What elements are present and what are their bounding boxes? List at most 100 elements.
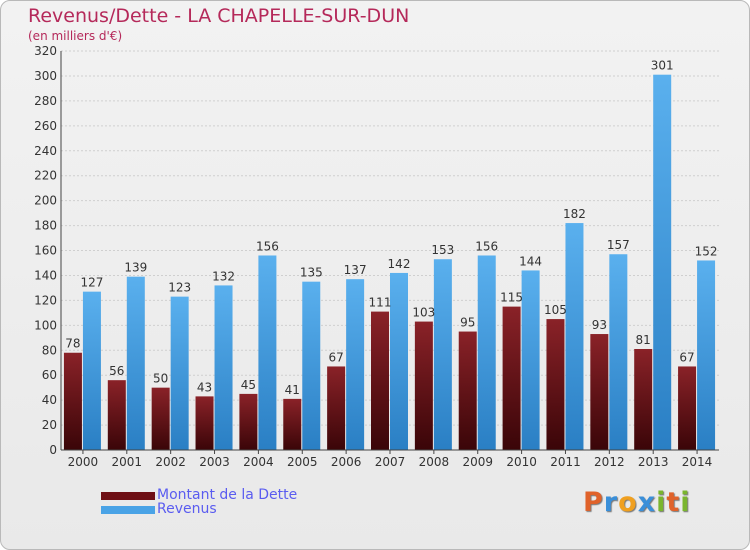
data-label-dette: 95 <box>460 316 475 330</box>
x-tick-label: 2007 <box>375 455 406 469</box>
y-tick-label: 240 <box>34 144 57 158</box>
legend-label-revenus: Revenus <box>157 501 217 517</box>
y-tick-label: 60 <box>42 368 57 382</box>
y-tick-label: 140 <box>34 268 57 282</box>
bar-revenus <box>433 259 452 450</box>
proxiti-logo: Proxiti <box>583 487 691 518</box>
data-label-revenus: 301 <box>651 59 674 73</box>
x-tick-label: 2004 <box>243 455 274 469</box>
bar-dette <box>107 380 126 450</box>
y-tick-label: 160 <box>34 244 57 258</box>
bar-revenus <box>126 276 145 450</box>
x-tick-label: 2013 <box>638 455 669 469</box>
y-tick-label: 120 <box>34 293 57 307</box>
y-tick-label: 220 <box>34 169 57 183</box>
data-label-revenus: 135 <box>300 266 323 280</box>
bar-revenus <box>82 291 101 450</box>
logo-letter: x <box>637 487 657 518</box>
bar-dette <box>151 387 170 450</box>
bar-revenus <box>302 281 321 450</box>
data-label-revenus: 182 <box>563 207 586 221</box>
data-label-revenus: 157 <box>607 238 630 252</box>
bar-dette <box>239 393 258 450</box>
data-label-dette: 50 <box>153 372 168 386</box>
bar-dette <box>371 311 389 450</box>
data-label-dette: 41 <box>285 383 300 397</box>
y-tick-label: 40 <box>42 393 57 407</box>
x-tick-label: 2010 <box>506 455 537 469</box>
data-label-dette: 81 <box>636 333 651 347</box>
y-tick-label: 20 <box>42 418 57 432</box>
bar-revenus <box>609 254 628 450</box>
bar-revenus <box>258 255 277 450</box>
y-tick-label: 280 <box>34 94 57 108</box>
data-label-revenus: 139 <box>124 261 147 275</box>
data-label-dette: 111 <box>369 296 392 310</box>
y-tick-label: 300 <box>34 69 57 83</box>
bar-dette <box>327 366 346 450</box>
x-tick-label: 2014 <box>682 455 713 469</box>
x-tick-label: 2002 <box>155 455 186 469</box>
bar-dette <box>458 331 477 450</box>
data-label-revenus: 144 <box>519 254 542 268</box>
chart-title: Revenus/Dette - LA CHAPELLE-SUR-DUN <box>28 5 410 27</box>
y-tick-label: 0 <box>49 443 57 457</box>
data-label-dette: 105 <box>544 303 567 317</box>
bar-dette <box>546 319 565 450</box>
legend-swatch-dette <box>101 492 155 500</box>
data-label-revenus: 137 <box>344 263 367 277</box>
data-label-dette: 78 <box>65 337 80 351</box>
x-tick-label: 2009 <box>462 455 493 469</box>
bar-dette <box>678 366 697 450</box>
y-tick-label: 260 <box>34 119 57 133</box>
data-label-dette: 67 <box>328 350 343 364</box>
logo-letter: r <box>603 487 619 518</box>
y-tick-label: 180 <box>34 219 57 233</box>
data-label-dette: 45 <box>241 378 256 392</box>
data-label-dette: 43 <box>197 380 212 394</box>
data-label-dette: 103 <box>412 306 435 320</box>
data-label-dette: 115 <box>500 291 523 305</box>
data-label-revenus: 142 <box>388 257 411 271</box>
data-label-dette: 56 <box>109 364 124 378</box>
x-tick-label: 2006 <box>331 455 362 469</box>
x-tick-label: 2008 <box>419 455 450 469</box>
logo-letter: o <box>618 487 638 518</box>
data-label-revenus: 127 <box>80 276 103 290</box>
bar-revenus <box>565 223 584 450</box>
data-label-dette: 67 <box>679 350 694 364</box>
bar-dette <box>502 306 521 450</box>
y-tick-label: 320 <box>34 44 57 58</box>
data-label-revenus: 123 <box>168 281 191 295</box>
logo-letter: i <box>680 487 691 518</box>
bar-revenus <box>653 74 672 451</box>
bar-dette <box>283 398 302 450</box>
data-label-revenus: 153 <box>431 243 454 257</box>
bar-revenus <box>346 279 365 450</box>
legend-swatch-revenus <box>101 506 155 514</box>
data-label-revenus: 156 <box>256 239 279 253</box>
x-tick-label: 2005 <box>287 455 318 469</box>
bar-revenus <box>390 272 408 450</box>
data-label-revenus: 132 <box>212 269 235 283</box>
chart-subtitle: (en milliers d'€) <box>28 29 123 43</box>
y-tick-label: 100 <box>34 318 57 332</box>
bar-revenus <box>170 296 189 450</box>
bar-dette <box>634 349 653 450</box>
x-tick-label: 2011 <box>550 455 581 469</box>
bar-dette <box>63 352 82 450</box>
data-label-dette: 93 <box>592 318 607 332</box>
logo-letter: t <box>666 487 681 518</box>
bar-dette <box>590 334 609 450</box>
bar-revenus <box>697 260 716 450</box>
legend-label-dette: Montant de la Dette <box>157 487 298 503</box>
x-tick-label: 2001 <box>112 455 143 469</box>
logo-letter: i <box>656 487 667 518</box>
bar-dette <box>195 396 214 450</box>
x-tick-label: 2000 <box>68 455 99 469</box>
y-tick-label: 200 <box>34 194 57 208</box>
x-tick-label: 2012 <box>594 455 625 469</box>
data-label-revenus: 156 <box>475 239 498 253</box>
